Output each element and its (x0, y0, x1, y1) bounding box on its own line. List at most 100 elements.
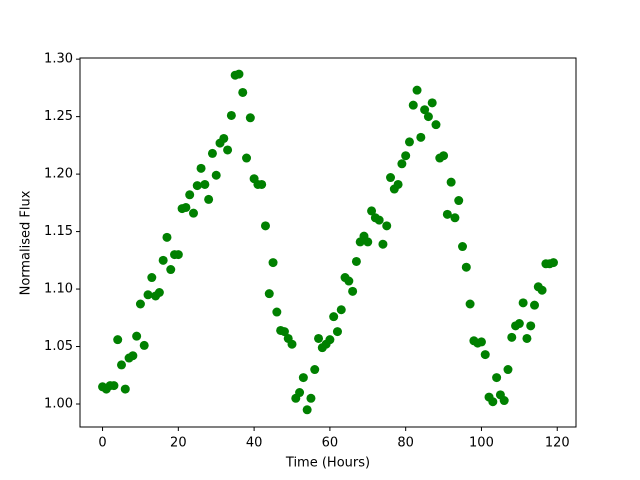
data-point (139, 340, 149, 350)
data-point (427, 98, 437, 108)
data-point (234, 69, 244, 79)
data-point (242, 153, 252, 163)
data-point (158, 255, 168, 265)
data-point (223, 145, 233, 155)
data-point (548, 258, 558, 268)
data-point (272, 307, 282, 317)
data-point (423, 112, 433, 122)
data-point (219, 133, 229, 143)
data-point (522, 333, 532, 343)
data-point (128, 351, 138, 361)
y-tick-label: 1.30 (44, 52, 73, 67)
data-point (200, 179, 210, 189)
data-point (404, 137, 414, 147)
data-point (450, 213, 460, 223)
y-tick-label: 1.10 (44, 282, 73, 297)
data-point (260, 221, 270, 231)
x-tick-label: 60 (322, 436, 339, 451)
data-point (310, 365, 320, 375)
x-tick-label: 80 (397, 436, 414, 451)
y-tick-label: 1.15 (44, 224, 73, 239)
data-point (120, 384, 130, 394)
data-point (488, 397, 498, 407)
data-point (465, 299, 475, 309)
data-point (514, 319, 524, 329)
data-point (412, 85, 422, 95)
data-point (325, 335, 335, 345)
data-point (113, 335, 123, 345)
data-point (185, 190, 195, 200)
data-point (458, 242, 468, 252)
data-point (143, 290, 153, 300)
data-point (476, 337, 486, 347)
data-point (295, 388, 305, 398)
data-point (351, 256, 361, 266)
y-tick-label: 1.05 (44, 339, 73, 354)
y-tick-label: 1.00 (44, 397, 73, 412)
data-point (348, 286, 358, 296)
data-point (344, 276, 354, 286)
data-point (147, 273, 157, 283)
data-point (393, 179, 403, 189)
data-point (192, 181, 202, 191)
x-tick-label: 0 (98, 436, 106, 451)
data-point (245, 113, 255, 123)
data-point (382, 221, 392, 231)
data-point (332, 327, 342, 337)
data-point (442, 209, 452, 219)
data-point (226, 110, 236, 120)
data-point (329, 312, 339, 322)
data-point (363, 237, 373, 247)
data-point (401, 151, 411, 161)
data-point (166, 265, 176, 275)
plot-frame (79, 57, 577, 428)
data-point (416, 132, 426, 142)
x-tick-label: 40 (246, 436, 263, 451)
data-point (302, 405, 312, 415)
y-tick-label: 1.20 (44, 167, 73, 182)
data-point (386, 173, 396, 183)
data-point (518, 298, 528, 308)
data-point (439, 151, 449, 161)
data-point (480, 350, 490, 360)
data-point (238, 87, 248, 97)
data-point (207, 148, 217, 158)
data-point (314, 333, 324, 343)
data-point (132, 331, 142, 341)
data-point (374, 215, 384, 225)
data-point (211, 170, 221, 180)
data-point (196, 163, 206, 173)
data-point (116, 360, 126, 370)
data-point (109, 381, 119, 391)
data-point (537, 285, 547, 295)
y-tick-label: 1.25 (44, 109, 73, 124)
y-axis-label: Normalised Flux (19, 190, 34, 295)
data-point (173, 250, 183, 260)
data-point (499, 396, 509, 406)
data-point (257, 179, 267, 189)
data-point (431, 120, 441, 130)
data-point (367, 206, 377, 216)
data-point (264, 289, 274, 299)
data-point (507, 332, 517, 342)
data-point (454, 196, 464, 206)
data-point (492, 373, 502, 383)
data-point (268, 258, 278, 268)
data-point (408, 100, 418, 110)
data-point (420, 105, 430, 115)
data-point (526, 321, 536, 331)
data-point (135, 299, 145, 309)
data-point (530, 300, 540, 310)
x-tick-label: 100 (469, 436, 494, 451)
x-axis-label: Time (Hours) (285, 456, 370, 471)
data-point (461, 262, 471, 272)
data-point (181, 202, 191, 212)
x-tick-label: 20 (170, 436, 187, 451)
data-point (287, 339, 297, 349)
data-point (162, 232, 172, 242)
data-point (279, 327, 289, 337)
data-point (306, 393, 316, 403)
data-point (298, 373, 308, 383)
